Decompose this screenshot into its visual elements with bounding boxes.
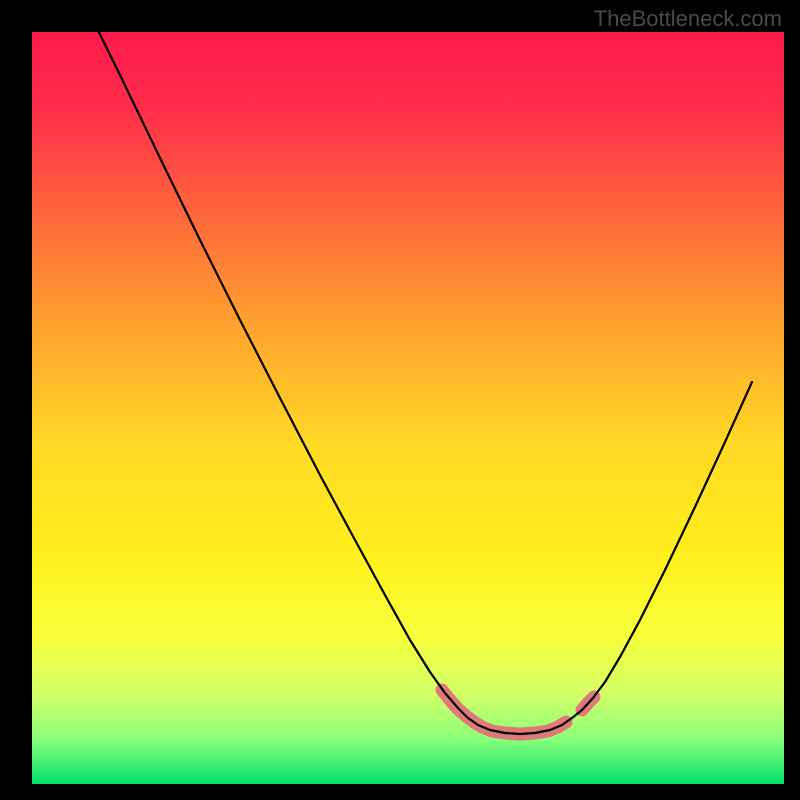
watermark-text: TheBottleneck.com (594, 6, 782, 32)
chart-svg-layer (32, 32, 784, 784)
bottleneck-curve (83, 32, 752, 734)
plot-area (32, 32, 784, 784)
chart-frame: TheBottleneck.com (0, 0, 800, 800)
